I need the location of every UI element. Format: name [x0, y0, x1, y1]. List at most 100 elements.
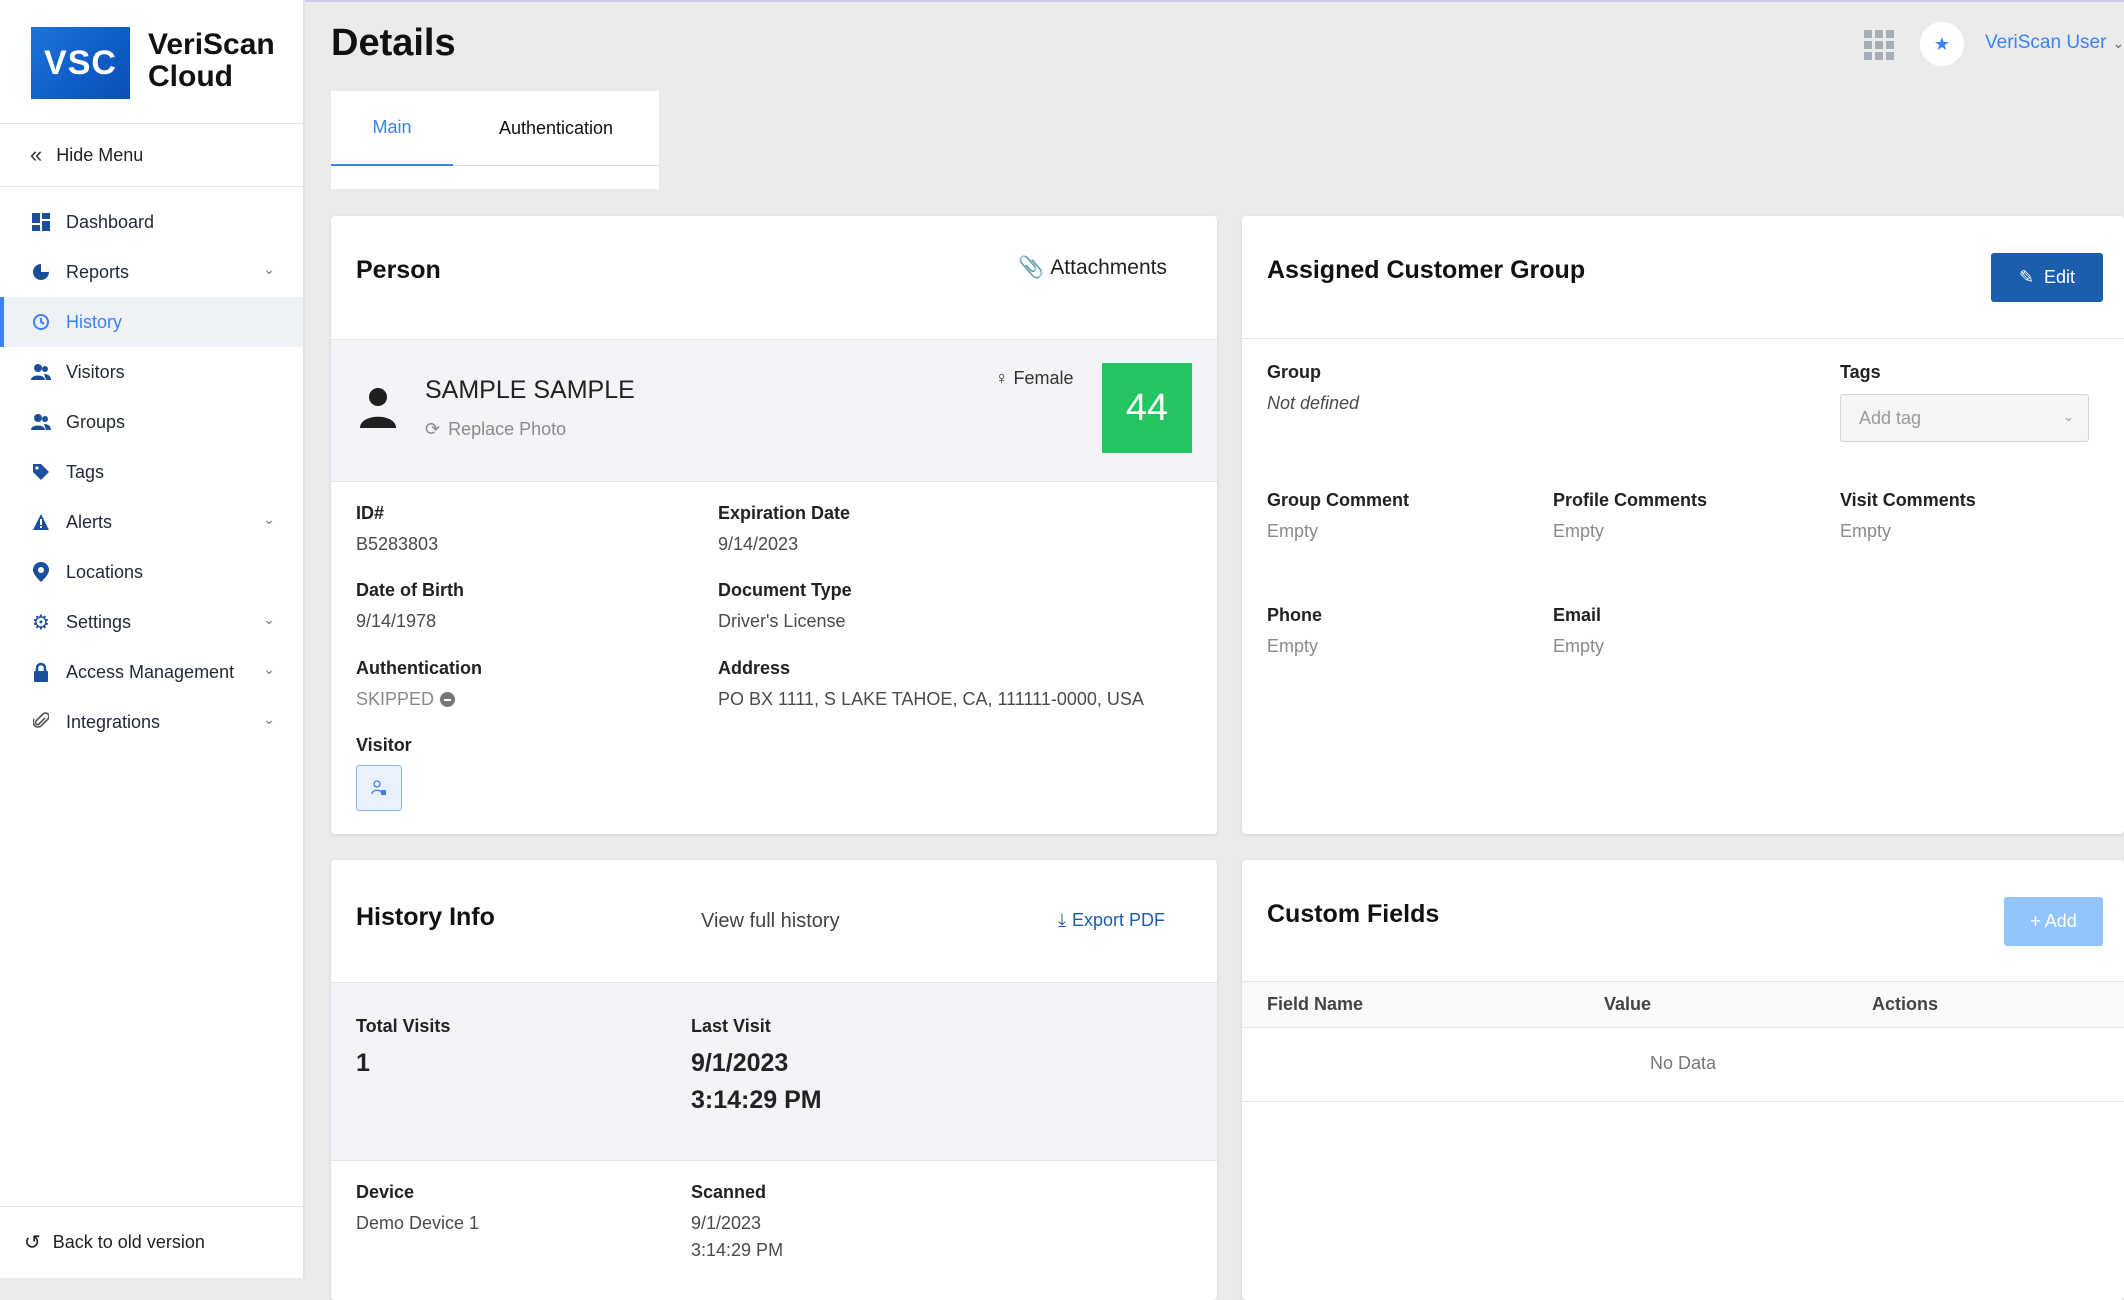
- sidebar-item-tags[interactable]: Tags: [0, 447, 303, 497]
- sidebar-nav: Dashboard Reports ⌄ History Visitors G: [0, 197, 303, 747]
- column-value[interactable]: Value: [1604, 994, 1652, 1014]
- user-lock-icon: [371, 780, 386, 795]
- chevron-down-icon: ⌄: [263, 711, 275, 727]
- users-icon: [30, 411, 52, 433]
- total-visits-label: Total Visits: [356, 1016, 451, 1036]
- brand-name-line2: Cloud: [148, 60, 233, 93]
- tags-placeholder: Add tag: [1859, 408, 1922, 428]
- sidebar-item-label: Reports: [66, 261, 130, 282]
- warning-icon: [30, 511, 52, 533]
- hide-menu-label: Hide Menu: [56, 144, 144, 165]
- visit-summary: Total Visits 1 Last Visit 9/1/2023 3:14:…: [331, 982, 1217, 1161]
- sidebar: VSC VeriScan Cloud « Hide Menu Dashboard…: [0, 0, 305, 1278]
- export-pdf-button[interactable]: ⤓ Export PDF: [1058, 910, 1165, 931]
- tab-authentication[interactable]: Authentication: [453, 91, 659, 166]
- divider: [1242, 338, 2124, 339]
- sidebar-item-alerts[interactable]: Alerts ⌄: [0, 497, 303, 547]
- sidebar-item-groups[interactable]: Groups: [0, 397, 303, 447]
- brand[interactable]: VSC VeriScan Cloud: [0, 0, 303, 124]
- gender-value: Female: [1013, 368, 1074, 388]
- tag-icon: [30, 461, 52, 483]
- attachments-button[interactable]: 📎 Attachments: [1018, 256, 1167, 280]
- chevron-down-icon: ⌄: [2063, 409, 2074, 424]
- pencil-icon: ✎: [2018, 267, 2035, 287]
- device-label: Device: [356, 1182, 415, 1202]
- person-avatar-icon: [360, 388, 396, 428]
- email-value: Empty: [1553, 636, 1605, 656]
- paperclip-icon: [30, 711, 52, 733]
- top-border: [0, 0, 2124, 2]
- sidebar-item-visitors[interactable]: Visitors: [0, 347, 303, 397]
- hide-menu-button[interactable]: « Hide Menu: [0, 124, 303, 187]
- sidebar-item-label: History: [66, 311, 123, 332]
- sidebar-item-history[interactable]: History: [0, 297, 303, 347]
- dashboard-icon: [30, 211, 52, 233]
- attachments-label: Attachments: [1050, 256, 1167, 279]
- history-info-title: History Info: [356, 903, 495, 931]
- document-type-value: Driver's License: [718, 611, 846, 631]
- tab-bar: Main Authentication: [331, 91, 659, 189]
- sidebar-item-reports[interactable]: Reports ⌄: [0, 247, 303, 297]
- female-icon: ♀: [995, 368, 1009, 388]
- users-icon: [30, 361, 52, 383]
- gear-icon: ⚙: [32, 611, 50, 634]
- sidebar-item-label: Access Management: [66, 661, 235, 682]
- edit-button[interactable]: ✎ Edit: [1991, 253, 2103, 302]
- person-title: Person: [356, 256, 441, 284]
- logo: VSC: [31, 27, 130, 99]
- column-field-name[interactable]: Field Name: [1267, 994, 1364, 1014]
- brand-name-line1: VeriScan: [148, 28, 275, 61]
- replace-photo-label: Replace Photo: [448, 419, 567, 439]
- sidebar-item-label: Tags: [66, 461, 105, 482]
- replace-photo-button[interactable]: ⟳ Replace Photo: [425, 419, 566, 440]
- user-name: VeriScan User: [1985, 32, 2107, 53]
- page-title: Details: [331, 22, 456, 64]
- sidebar-item-label: Integrations: [66, 711, 161, 732]
- double-chevron-left-icon: «: [30, 142, 43, 167]
- sidebar-item-label: Settings: [66, 611, 132, 632]
- custom-fields-card: Custom Fields + Add Field Name Value Act…: [1242, 860, 2124, 1300]
- favorites-button[interactable]: ★: [1920, 22, 1964, 66]
- gender: ♀ Female: [995, 368, 1074, 389]
- sidebar-item-integrations[interactable]: Integrations ⌄: [0, 697, 303, 747]
- apps-grid-icon[interactable]: [1864, 30, 1894, 60]
- total-visits-value: 1: [356, 1049, 370, 1077]
- sidebar-item-access-management[interactable]: Access Management ⌄: [0, 647, 303, 697]
- undo-icon: ↺: [24, 1232, 41, 1254]
- download-icon: ⤓: [1058, 910, 1066, 930]
- scanned-time: 3:14:29 PM: [691, 1240, 784, 1260]
- view-full-history-link[interactable]: View full history: [701, 910, 840, 932]
- tab-main[interactable]: Main: [331, 91, 453, 166]
- tags-select[interactable]: Add tag ⌄: [1840, 394, 2089, 442]
- sidebar-item-locations[interactable]: Locations: [0, 547, 303, 597]
- tags-label: Tags: [1840, 362, 1881, 382]
- visit-comments-value: Empty: [1840, 521, 1892, 541]
- id-label: ID#: [356, 503, 385, 523]
- person-name: SAMPLE SAMPLE: [425, 376, 635, 404]
- user-menu[interactable]: VeriScan User ⌄: [1985, 32, 2124, 54]
- sidebar-item-dashboard[interactable]: Dashboard: [0, 197, 303, 247]
- chevron-down-icon: ⌄: [263, 261, 275, 277]
- map-pin-icon: [30, 561, 52, 583]
- star-icon: ★: [1933, 33, 1951, 54]
- sidebar-item-label: Locations: [66, 561, 144, 582]
- group-label: Group: [1267, 362, 1321, 382]
- dob-label: Date of Birth: [356, 580, 464, 600]
- expiration-label: Expiration Date: [718, 503, 851, 523]
- export-pdf-label: Export PDF: [1071, 910, 1165, 930]
- add-custom-field-button[interactable]: + Add: [2004, 897, 2103, 946]
- no-data-message: No Data: [1242, 1026, 2124, 1102]
- profile-comments-value: Empty: [1553, 521, 1605, 541]
- back-to-old-version-link[interactable]: ↺ Back to old version: [0, 1206, 303, 1278]
- age-badge: 44: [1102, 363, 1192, 453]
- chevron-down-icon: ⌄: [263, 661, 275, 677]
- refresh-icon: ⟳: [425, 419, 441, 439]
- chevron-down-icon: ⌄: [263, 611, 275, 627]
- group-comment-label: Group Comment: [1267, 490, 1409, 510]
- email-label: Email: [1553, 605, 1602, 625]
- customer-group-card: Assigned Customer Group ✎ Edit Group Not …: [1242, 216, 2124, 834]
- customer-group-title: Assigned Customer Group: [1267, 256, 1586, 284]
- sidebar-item-settings[interactable]: ⚙ Settings ⌄: [0, 597, 303, 647]
- column-actions: Actions: [1872, 994, 1939, 1014]
- visitor-button[interactable]: [356, 765, 402, 811]
